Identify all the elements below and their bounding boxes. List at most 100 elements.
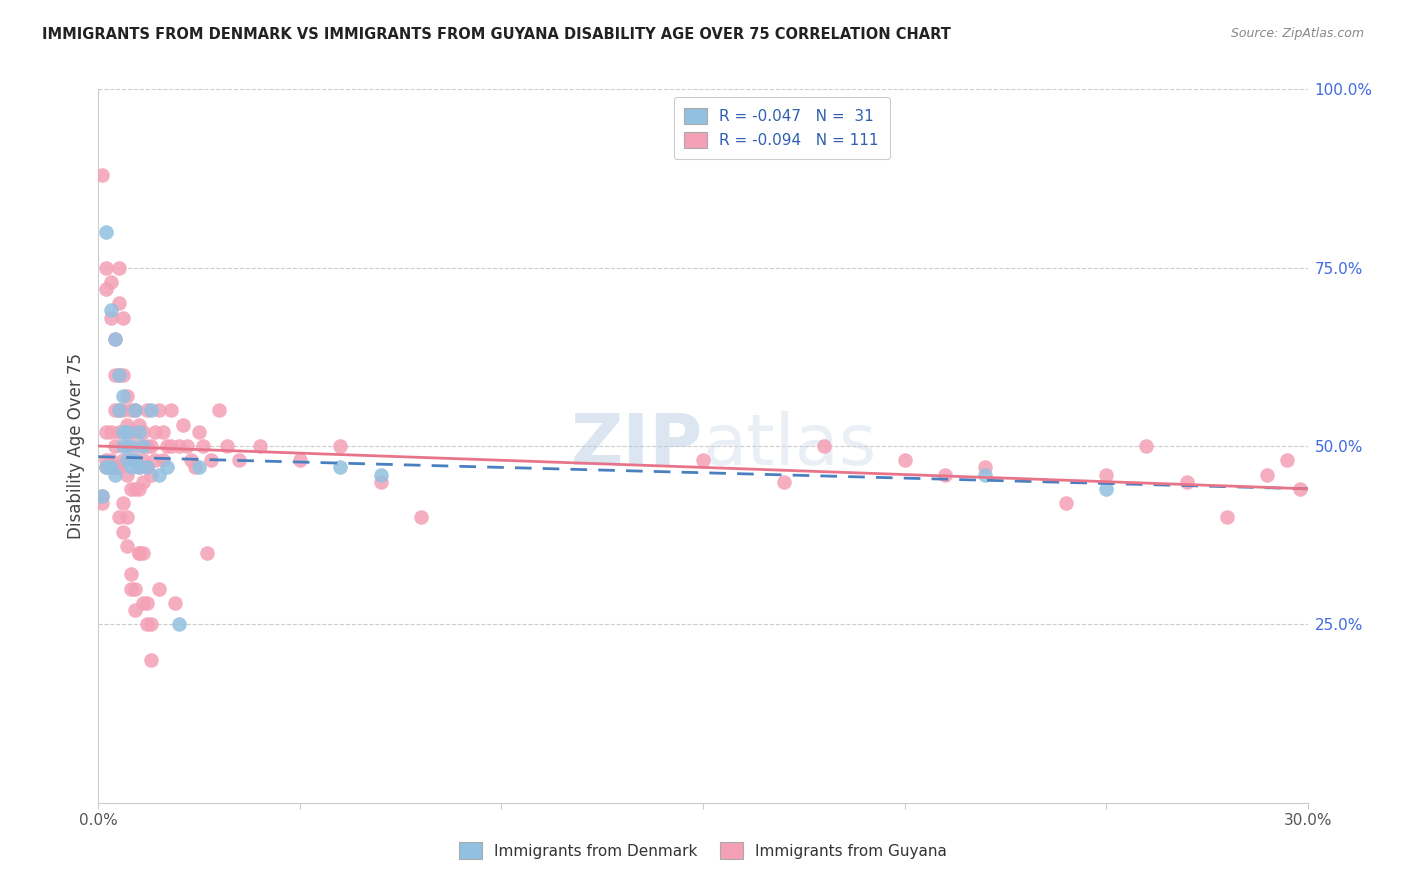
Point [115,389,138,403]
Point [107,460,129,475]
Point [103,332,125,346]
Point [124,453,146,467]
Point [135,460,157,475]
Point [111,403,134,417]
Point [91,168,114,182]
Point [132,453,155,467]
Point [96,282,118,296]
Point [132,596,155,610]
Point [115,439,138,453]
Point [135,596,157,610]
Point [96,260,118,275]
Point [111,425,134,439]
Point [163,596,186,610]
Point [120,425,142,439]
Point [111,453,134,467]
Point [152,425,174,439]
Point [120,460,142,475]
Point [1288,482,1310,496]
Point [128,482,150,496]
Point [115,425,138,439]
Point [329,460,352,475]
Point [107,368,129,382]
Point [111,524,134,539]
Point [91,489,114,503]
Point [1095,467,1118,482]
Point [103,368,125,382]
Point [160,439,183,453]
Point [111,310,134,325]
Point [115,417,138,432]
Point [1135,439,1157,453]
Point [100,275,122,289]
Point [135,439,157,453]
Y-axis label: Disability Age Over 75: Disability Age Over 75 [66,353,84,539]
Point [128,546,150,560]
Point [370,467,392,482]
Point [124,582,146,596]
Legend: Immigrants from Denmark, Immigrants from Guyana: Immigrants from Denmark, Immigrants from… [451,835,955,866]
Point [772,475,794,489]
Text: ZIP: ZIP [571,411,703,481]
Point [152,453,174,467]
Point [96,425,118,439]
Point [148,403,170,417]
Point [120,582,142,596]
Point [100,460,122,475]
Point [217,439,239,453]
Point [124,453,146,467]
Point [107,510,129,524]
Point [160,403,183,417]
Text: Source: ZipAtlas.com: Source: ZipAtlas.com [1230,27,1364,40]
Point [228,453,250,467]
Point [1256,467,1278,482]
Point [370,475,392,489]
Point [120,403,142,417]
Point [132,425,155,439]
Point [156,460,179,475]
Point [132,475,155,489]
Point [100,460,122,475]
Point [143,425,166,439]
Point [128,546,150,560]
Point [1216,510,1239,524]
Point [103,332,125,346]
Point [120,482,142,496]
Point [193,439,215,453]
Point [107,403,129,417]
Point [934,467,956,482]
Point [132,439,155,453]
Point [135,403,157,417]
Point [103,403,125,417]
Point [180,453,202,467]
Point [128,425,150,439]
Point [1054,496,1077,510]
Point [195,546,218,560]
Point [124,403,146,417]
Point [107,403,129,417]
Point [135,617,157,632]
Text: IMMIGRANTS FROM DENMARK VS IMMIGRANTS FROM GUYANA DISABILITY AGE OVER 75 CORRELA: IMMIGRANTS FROM DENMARK VS IMMIGRANTS FR… [42,27,950,42]
Point [143,453,166,467]
Point [115,539,138,553]
Point [103,467,125,482]
Point [188,460,211,475]
Point [115,453,138,467]
Point [96,460,118,475]
Point [167,439,190,453]
Point [120,567,142,582]
Point [103,439,125,453]
Point [107,425,129,439]
Point [120,439,142,453]
Point [288,453,311,467]
Point [96,453,118,467]
Point [115,467,138,482]
Point [115,510,138,524]
Point [103,460,125,475]
Point [139,617,162,632]
Point [100,310,122,325]
Point [107,260,129,275]
Point [139,403,162,417]
Point [974,467,997,482]
Point [135,460,157,475]
